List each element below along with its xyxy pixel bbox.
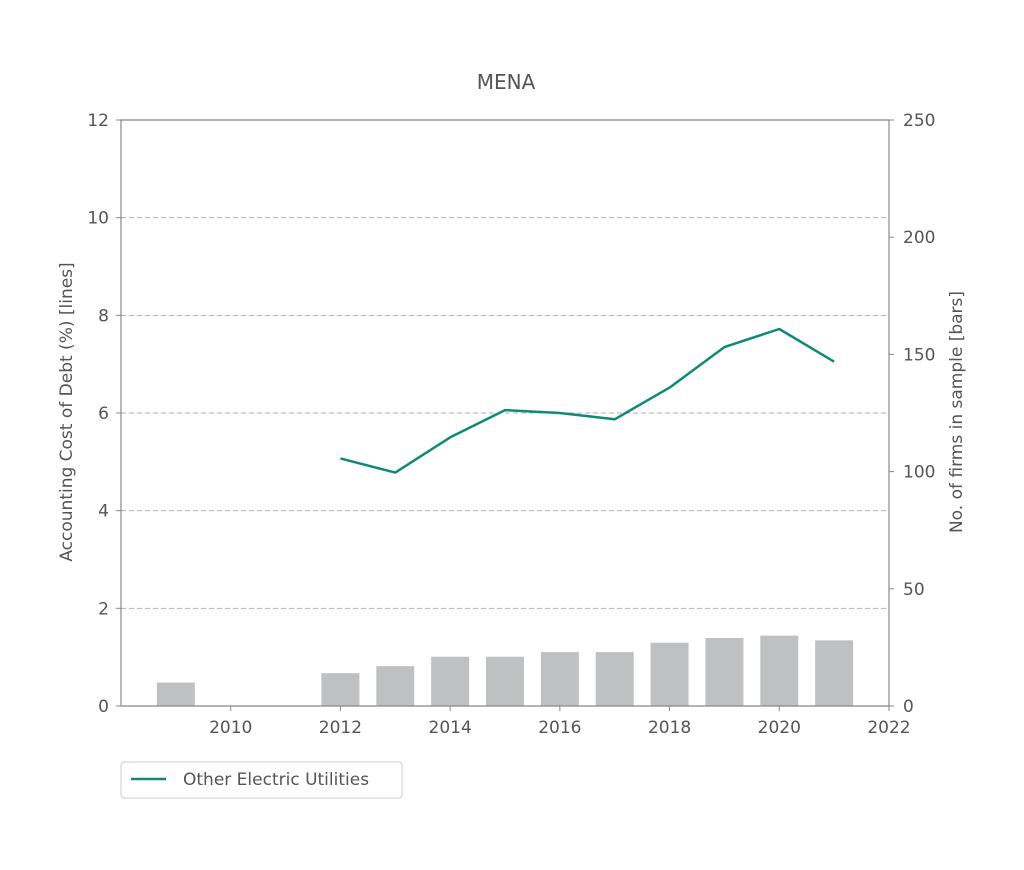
y-right-tick-label: 200 (903, 228, 935, 248)
chart-title: MENA (477, 70, 536, 94)
y-right-tick-label: 0 (903, 697, 914, 717)
x-tick-label: 2020 (758, 718, 801, 738)
y-right-tick-label: 250 (903, 111, 935, 131)
y-tick-label: 6 (98, 404, 109, 424)
bar (376, 666, 415, 706)
y-tick-label: 2 (98, 599, 109, 619)
gridlines (121, 217, 889, 609)
x-tick-label: 2014 (429, 718, 472, 738)
x-tick-label: 2016 (538, 718, 581, 738)
x-tick-label: 2012 (319, 718, 362, 738)
bar (486, 656, 524, 706)
legend-label: Other Electric Utilities (183, 770, 369, 790)
y-tick-label: 0 (98, 697, 109, 717)
y-axis-label: Accounting Cost of Debt (%) [lines] (57, 262, 77, 561)
series-line (340, 327, 835, 474)
y-tick-label: 4 (98, 502, 109, 522)
tick-labels: 0 2 4 6 8 10 12 0 50 100 150 200 250 2010 2012 2014 2016… (87, 111, 935, 738)
axes (116, 119, 894, 711)
line-series (340, 327, 835, 474)
y-axis-right-label: No. of firms in sample [bars] (947, 291, 967, 533)
bar (760, 635, 799, 706)
legend-frame (120, 761, 403, 799)
bar-series (156, 635, 854, 706)
x-tick-label: 2018 (648, 718, 691, 738)
bar (650, 642, 689, 706)
bar (156, 682, 195, 706)
y-tick-label: 8 (98, 306, 109, 326)
bar (431, 656, 470, 706)
bar (815, 640, 854, 706)
bar (595, 652, 634, 706)
bar (540, 652, 579, 706)
y-tick-label: 12 (87, 111, 109, 131)
x-tick-label: 2022 (867, 718, 910, 738)
legend: Other Electric Utilities (120, 761, 403, 799)
y-right-tick-label: 150 (903, 345, 935, 365)
x-tick-label: 2010 (209, 718, 252, 738)
bar (705, 638, 744, 706)
y-right-tick-label: 100 (903, 463, 935, 483)
bar (321, 673, 360, 706)
y-tick-label: 10 (87, 209, 109, 229)
y-right-tick-label: 50 (903, 580, 925, 600)
